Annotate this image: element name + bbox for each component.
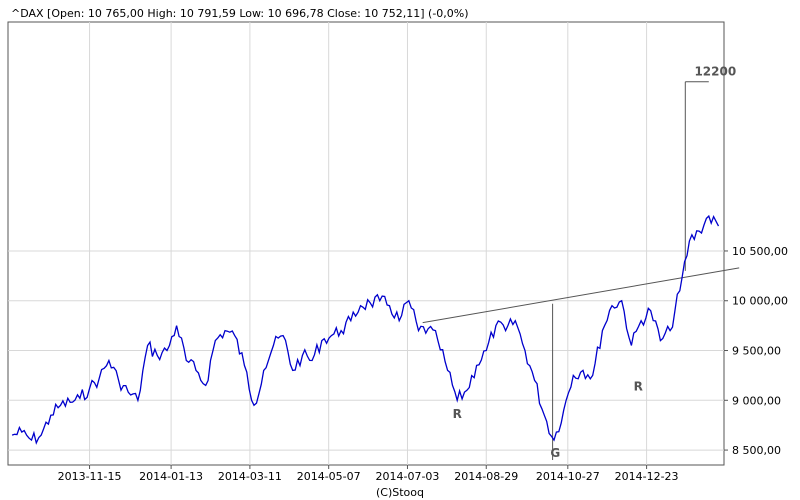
price-series-line — [11, 214, 720, 445]
y-tick-label: 10 000,00 — [732, 295, 788, 308]
x-tick-label: 2014-12-23 — [615, 470, 679, 483]
y-tick-label: 8 500,00 — [732, 444, 781, 457]
annotation-label: R — [453, 407, 462, 421]
x-tick-label: 2014-07-03 — [375, 470, 439, 483]
annotation-label: G — [550, 446, 560, 460]
y-axis-ticks: 8 500,00 9 000,00 9 500,00 10 000,00 10 500,… — [724, 245, 788, 457]
x-tick-label: 2014-08-29 — [454, 470, 518, 483]
analysis-overlays — [422, 81, 740, 461]
x-tick-label: 2014-10-27 — [536, 470, 600, 483]
annotation-label: R — [634, 379, 643, 393]
x-tick-label: 2014-03-11 — [218, 470, 282, 483]
annotations: R G R 12200 — [453, 65, 737, 460]
x-tick-label: 2014-05-07 — [297, 470, 361, 483]
y-tick-label: 9 000,00 — [732, 394, 781, 407]
x-tick-label: 2013-11-15 — [58, 470, 122, 483]
annotation-label: 12200 — [694, 65, 736, 79]
chart-title: ^DAX [Open: 10 765,00 High: 10 791,59 Lo… — [11, 7, 469, 20]
y-tick-label: 9 500,00 — [732, 345, 781, 358]
y-tick-label: 10 500,00 — [732, 245, 788, 258]
x-tick-label: 2014-01-13 — [139, 470, 203, 483]
neckline-trendline — [422, 267, 740, 324]
x-axis-ticks: 2013-11-15 2014-01-13 2014-03-11 2014-05-07… — [58, 465, 679, 483]
chart-footer: (C)Stooq — [376, 486, 424, 499]
plot-frame — [7, 21, 725, 466]
grid-lines — [8, 22, 724, 465]
